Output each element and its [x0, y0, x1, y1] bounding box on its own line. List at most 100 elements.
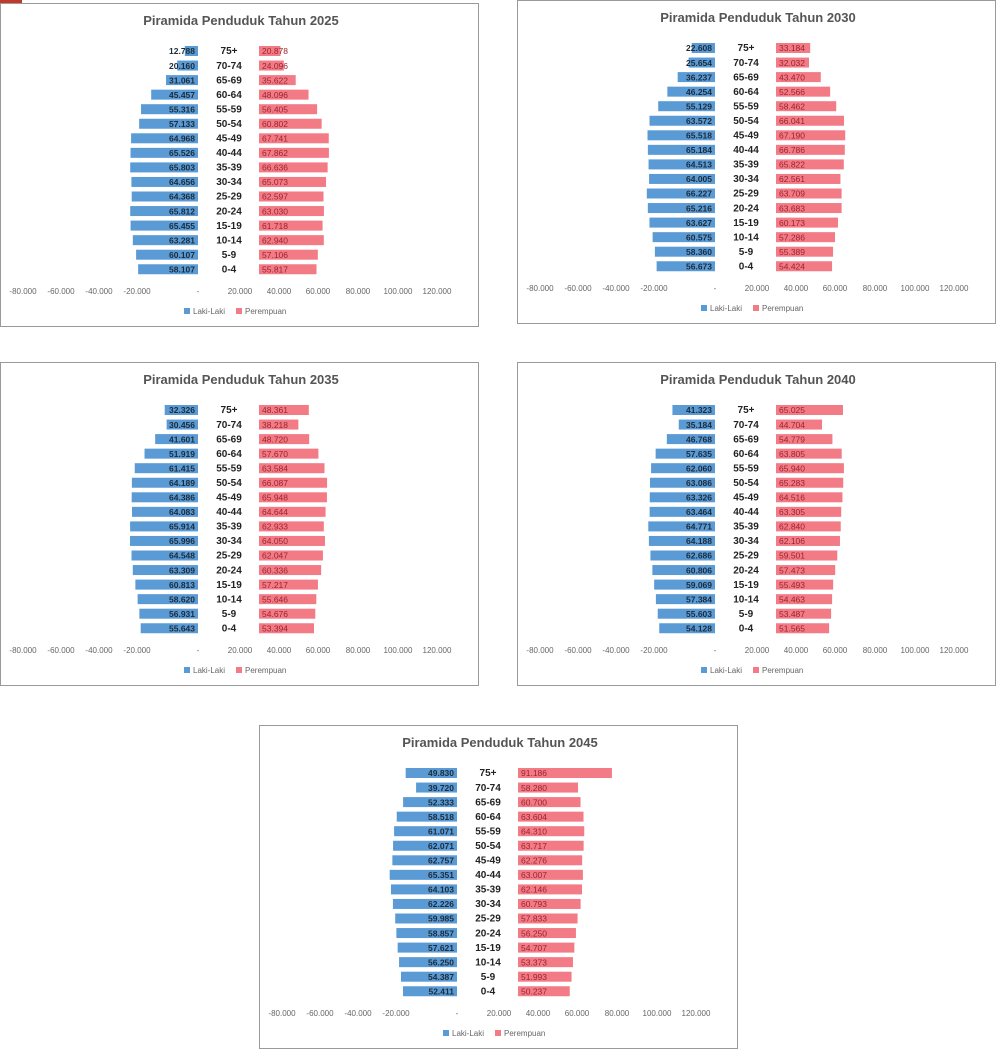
- female-bar: [259, 608, 316, 619]
- male-bar: [657, 608, 715, 619]
- female-bar: [776, 173, 841, 184]
- legend-male-label: Laki-Laki: [193, 307, 225, 316]
- female-bar-label: 67.862: [262, 148, 288, 158]
- age-group-label: 10-14: [216, 235, 242, 246]
- age-group-label: 10-14: [733, 594, 759, 605]
- female-bar-label: 53.373: [521, 957, 547, 967]
- male-bar: [131, 506, 198, 517]
- male-bar-label: 65.812: [169, 206, 195, 216]
- axis-tick-label: -60.000: [564, 284, 592, 293]
- pyramid-chart-2030: Piramida Penduduk Tahun 2030 22.608 33.184…: [526, 10, 969, 313]
- female-bar-label: 32.032: [779, 58, 805, 68]
- legend-female-label: Perempuan: [504, 1029, 545, 1038]
- male-bar: [135, 579, 198, 590]
- axis-tick-label: 100.000: [901, 284, 930, 293]
- female-bar-label: 58.280: [521, 783, 547, 793]
- female-bar: [259, 594, 317, 605]
- age-group-label: 0-4: [739, 261, 754, 272]
- male-bar: [647, 144, 715, 155]
- axis-tick-label: -40.000: [85, 287, 113, 296]
- male-bar-label: 41.601: [169, 434, 195, 444]
- female-bar-label: 55.817: [262, 264, 288, 274]
- axis-tick-label: 120.000: [682, 1009, 711, 1018]
- axis-tick-label: 60.000: [565, 1009, 590, 1018]
- female-bar: [518, 884, 583, 895]
- age-group-label: 30-34: [475, 899, 501, 910]
- axis-tick-label: 40.000: [784, 646, 809, 655]
- male-bar: [396, 928, 457, 939]
- axis-tick-label: 80.000: [605, 1009, 630, 1018]
- male-bar-label: 55.129: [686, 101, 712, 111]
- female-bar-label: 50.237: [521, 986, 547, 996]
- age-group-label: 20-24: [733, 565, 759, 576]
- male-bar-label: 65.351: [428, 870, 454, 880]
- female-bar: [518, 811, 584, 822]
- male-bar-label: 65.996: [169, 536, 195, 546]
- female-bar: [259, 264, 317, 275]
- axis-tick-label: -80.000: [9, 287, 37, 296]
- male-bar-label: 60.813: [169, 580, 195, 590]
- legend-female-swatch: [753, 305, 759, 311]
- male-bar-label: 46.768: [686, 434, 712, 444]
- female-bar-label: 54.676: [262, 609, 288, 619]
- female-bar: [776, 565, 836, 576]
- chart-title: Piramida Penduduk Tahun 2035: [143, 372, 339, 387]
- female-bar: [776, 419, 823, 430]
- male-bar-label: 64.368: [169, 192, 195, 202]
- age-group-label: 70-74: [475, 783, 501, 794]
- male-bar-label: 57.133: [169, 119, 195, 129]
- axis-tick-label: 100.000: [384, 287, 413, 296]
- female-bar-label: 65.025: [779, 405, 805, 415]
- male-bar: [395, 913, 457, 924]
- female-bar-label: 63.717: [521, 841, 547, 851]
- male-bar-label: 62.071: [428, 841, 454, 851]
- male-bar: [130, 162, 198, 173]
- axis-tick-label: -20.000: [382, 1009, 410, 1018]
- axis-tick-label: 60.000: [306, 287, 331, 296]
- male-bar: [130, 147, 198, 158]
- male-bar-label: 57.621: [428, 943, 454, 953]
- female-bar-label: 64.050: [262, 536, 288, 546]
- axis-tick-label: 20.000: [487, 1009, 512, 1018]
- axis-tick-label: 40.000: [267, 646, 292, 655]
- female-bar: [518, 971, 572, 982]
- female-bar-label: 54.707: [521, 943, 547, 953]
- age-group-label: 65-69: [733, 434, 759, 445]
- male-bar-label: 64.005: [686, 174, 712, 184]
- male-bar: [649, 173, 715, 184]
- female-bar: [259, 176, 327, 187]
- male-bar-label: 25.654: [686, 58, 712, 68]
- female-bar-label: 62.840: [779, 522, 805, 532]
- female-bar-label: 54.424: [779, 261, 805, 271]
- female-bar: [776, 101, 837, 112]
- female-bar-label: 55.646: [262, 594, 288, 604]
- axis-tick-label: -60.000: [47, 287, 75, 296]
- male-bar-label: 65.803: [169, 163, 195, 173]
- axis-tick-label: -80.000: [526, 646, 554, 655]
- age-group-label: 75+: [221, 405, 238, 416]
- axis-tick-label: 120.000: [940, 284, 969, 293]
- age-group-label: 60-64: [216, 90, 242, 101]
- female-bar-label: 65.948: [262, 493, 288, 503]
- male-bar-label: 62.226: [428, 899, 454, 909]
- male-bar-label: 65.184: [686, 145, 712, 155]
- legend-male-swatch: [701, 667, 707, 673]
- male-bar: [667, 86, 715, 97]
- legend-female-label: Perempuan: [245, 666, 286, 675]
- female-bar-label: 51.993: [521, 972, 547, 982]
- age-group-label: 0-4: [481, 986, 496, 997]
- male-bar: [672, 405, 715, 415]
- axis-tick-label: 80.000: [863, 284, 888, 293]
- axis-tick-label: -60.000: [47, 646, 75, 655]
- legend-male-label: Laki-Laki: [710, 666, 742, 675]
- axis-tick-label: -20.000: [640, 284, 668, 293]
- age-group-label: 0-4: [222, 623, 237, 634]
- age-group-label: 15-19: [216, 221, 242, 232]
- male-bar: [691, 43, 715, 53]
- female-bar: [776, 246, 834, 257]
- female-bar-label: 51.565: [779, 623, 805, 633]
- axis-tick-label: 40.000: [526, 1009, 551, 1018]
- male-bar-label: 36.237: [686, 72, 712, 82]
- age-group-label: 15-19: [733, 218, 759, 229]
- female-bar: [776, 405, 843, 415]
